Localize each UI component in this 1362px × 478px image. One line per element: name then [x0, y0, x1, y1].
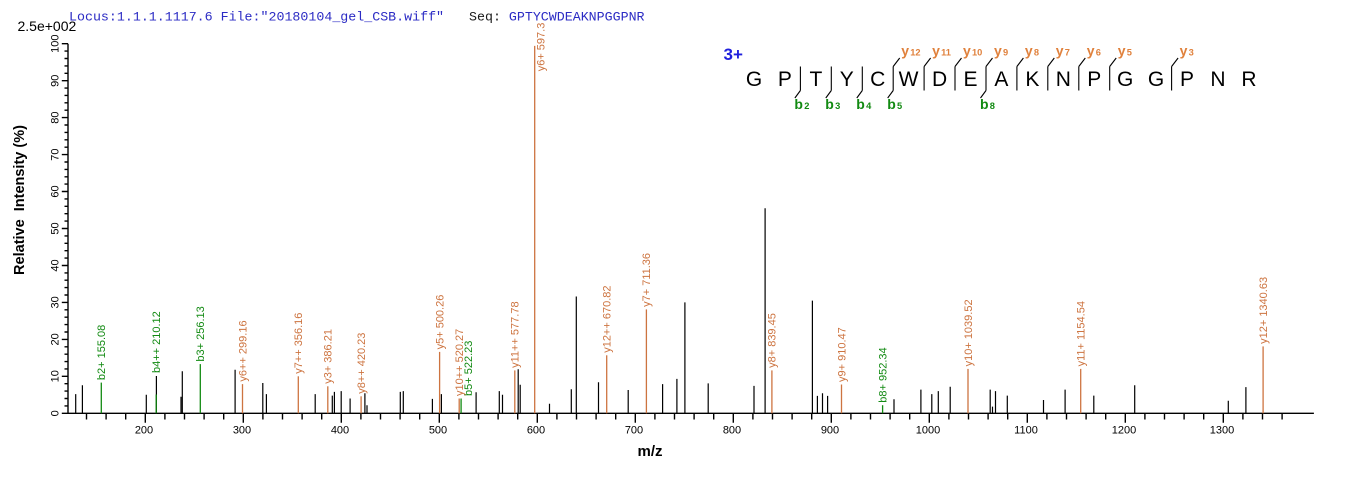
- svg-text:2.5e+002: 2.5e+002: [18, 18, 77, 34]
- svg-text:70: 70: [50, 148, 62, 160]
- svg-text:y9+ 910.47: y9+ 910.47: [836, 327, 848, 382]
- svg-text:800: 800: [723, 424, 741, 436]
- svg-text:Seq:: Seq:: [469, 9, 501, 24]
- svg-text:y8++ 420.23: y8++ 420.23: [356, 333, 368, 394]
- svg-text:y11++ 577.78: y11++ 577.78: [510, 301, 522, 367]
- svg-text:G: G: [1117, 68, 1133, 91]
- svg-text:60: 60: [50, 185, 62, 197]
- svg-text:700: 700: [625, 424, 643, 436]
- svg-text:G: G: [746, 68, 762, 91]
- svg-text:y: y: [994, 43, 1002, 59]
- svg-text:G: G: [1148, 68, 1164, 91]
- svg-text:y10++ 520.27: y10++ 520.27: [454, 329, 466, 396]
- svg-text:400: 400: [331, 424, 349, 436]
- svg-text:b4++ 210.12: b4++ 210.12: [151, 311, 163, 373]
- svg-text:20: 20: [50, 333, 62, 345]
- svg-text:5: 5: [897, 101, 902, 111]
- svg-text:P: P: [1087, 68, 1101, 91]
- svg-text:y: y: [1056, 43, 1064, 59]
- svg-text:3: 3: [1189, 48, 1194, 58]
- svg-text:K: K: [1025, 68, 1039, 91]
- svg-text:P: P: [778, 68, 792, 91]
- svg-text:3: 3: [835, 101, 840, 111]
- svg-text:P: P: [1180, 68, 1194, 91]
- svg-text:y6++ 299.16: y6++ 299.16: [237, 320, 249, 381]
- svg-text:10: 10: [50, 370, 62, 382]
- svg-text:y3+ 386.21: y3+ 386.21: [323, 329, 335, 384]
- svg-text:b: b: [980, 96, 989, 112]
- svg-text:y: y: [963, 43, 971, 59]
- svg-text:1100: 1100: [1014, 424, 1038, 436]
- svg-text:9: 9: [1003, 48, 1008, 58]
- svg-text:D: D: [932, 68, 947, 91]
- svg-text:y: y: [1118, 43, 1126, 59]
- svg-text:y10+ 1039.52: y10+ 1039.52: [963, 299, 975, 366]
- svg-text:90: 90: [50, 75, 62, 87]
- svg-text:A: A: [994, 68, 1008, 91]
- svg-text:y: y: [932, 43, 940, 59]
- svg-text:Relative Intensity (%): Relative Intensity (%): [12, 125, 28, 275]
- svg-text:y6+ 597.3: y6+ 597.3: [536, 23, 548, 72]
- svg-text:GPTYCWDEAKNPGGPNR: GPTYCWDEAKNPGGPNR: [509, 9, 645, 24]
- svg-text:50: 50: [50, 222, 62, 234]
- svg-text:b8+ 952.34: b8+ 952.34: [877, 347, 889, 402]
- svg-text:b2+ 155.08: b2+ 155.08: [96, 325, 108, 380]
- svg-text:0: 0: [50, 410, 62, 416]
- svg-text:y12+ 1340.63: y12+ 1340.63: [1258, 277, 1270, 344]
- svg-text:b: b: [794, 96, 803, 112]
- svg-text:R: R: [1241, 68, 1256, 91]
- svg-text:y7++ 356.16: y7++ 356.16: [293, 313, 305, 374]
- svg-text:N: N: [1056, 68, 1071, 91]
- svg-text:500: 500: [429, 424, 447, 436]
- svg-text:W: W: [899, 68, 919, 91]
- svg-text:b3+ 256.13: b3+ 256.13: [195, 306, 207, 361]
- svg-text:y: y: [901, 43, 909, 59]
- svg-text:Locus:1.1.1.1117.6 File:"20180: Locus:1.1.1.1117.6 File:"20180104_gel_CS…: [69, 9, 444, 24]
- svg-text:Y: Y: [840, 68, 854, 91]
- svg-text:y: y: [1025, 43, 1033, 59]
- svg-text:8: 8: [990, 101, 995, 111]
- svg-text:1200: 1200: [1112, 424, 1136, 436]
- svg-text:b: b: [856, 96, 865, 112]
- svg-text:40: 40: [50, 259, 62, 271]
- svg-text:y12++ 670.82: y12++ 670.82: [602, 286, 614, 353]
- svg-text:7: 7: [1065, 48, 1070, 58]
- svg-text:y8+ 839.45: y8+ 839.45: [767, 313, 779, 368]
- svg-text:80: 80: [50, 111, 62, 123]
- svg-text:y: y: [1180, 43, 1188, 59]
- svg-text:600: 600: [527, 424, 545, 436]
- svg-text:1000: 1000: [916, 424, 940, 436]
- svg-text:3+: 3+: [724, 45, 743, 64]
- svg-text:8: 8: [1034, 48, 1039, 58]
- svg-text:6: 6: [1096, 48, 1101, 58]
- svg-text:y5+ 500.26: y5+ 500.26: [434, 295, 446, 350]
- svg-text:C: C: [870, 68, 885, 91]
- svg-text:b: b: [887, 96, 896, 112]
- svg-text:y: y: [1087, 43, 1095, 59]
- svg-text:200: 200: [135, 424, 153, 436]
- svg-text:300: 300: [233, 424, 251, 436]
- svg-text:4: 4: [866, 101, 872, 111]
- svg-text:11: 11: [941, 48, 951, 58]
- svg-text:5: 5: [1127, 48, 1132, 58]
- svg-text:N: N: [1210, 68, 1225, 91]
- svg-text:30: 30: [50, 296, 62, 308]
- svg-text:10: 10: [972, 48, 982, 58]
- svg-text:m/z: m/z: [637, 443, 662, 460]
- svg-text:1300: 1300: [1210, 424, 1234, 436]
- svg-text:T: T: [809, 68, 822, 91]
- svg-text:b: b: [825, 96, 834, 112]
- svg-text:b5+ 522.23: b5+ 522.23: [463, 341, 475, 396]
- svg-text:12: 12: [910, 48, 920, 58]
- svg-text:900: 900: [821, 424, 839, 436]
- svg-text:y11+ 1154.54: y11+ 1154.54: [1076, 301, 1088, 366]
- svg-text:100: 100: [50, 35, 62, 53]
- svg-text:2: 2: [804, 101, 809, 111]
- svg-text:y7+ 711.36: y7+ 711.36: [641, 253, 653, 307]
- svg-text:E: E: [963, 68, 977, 91]
